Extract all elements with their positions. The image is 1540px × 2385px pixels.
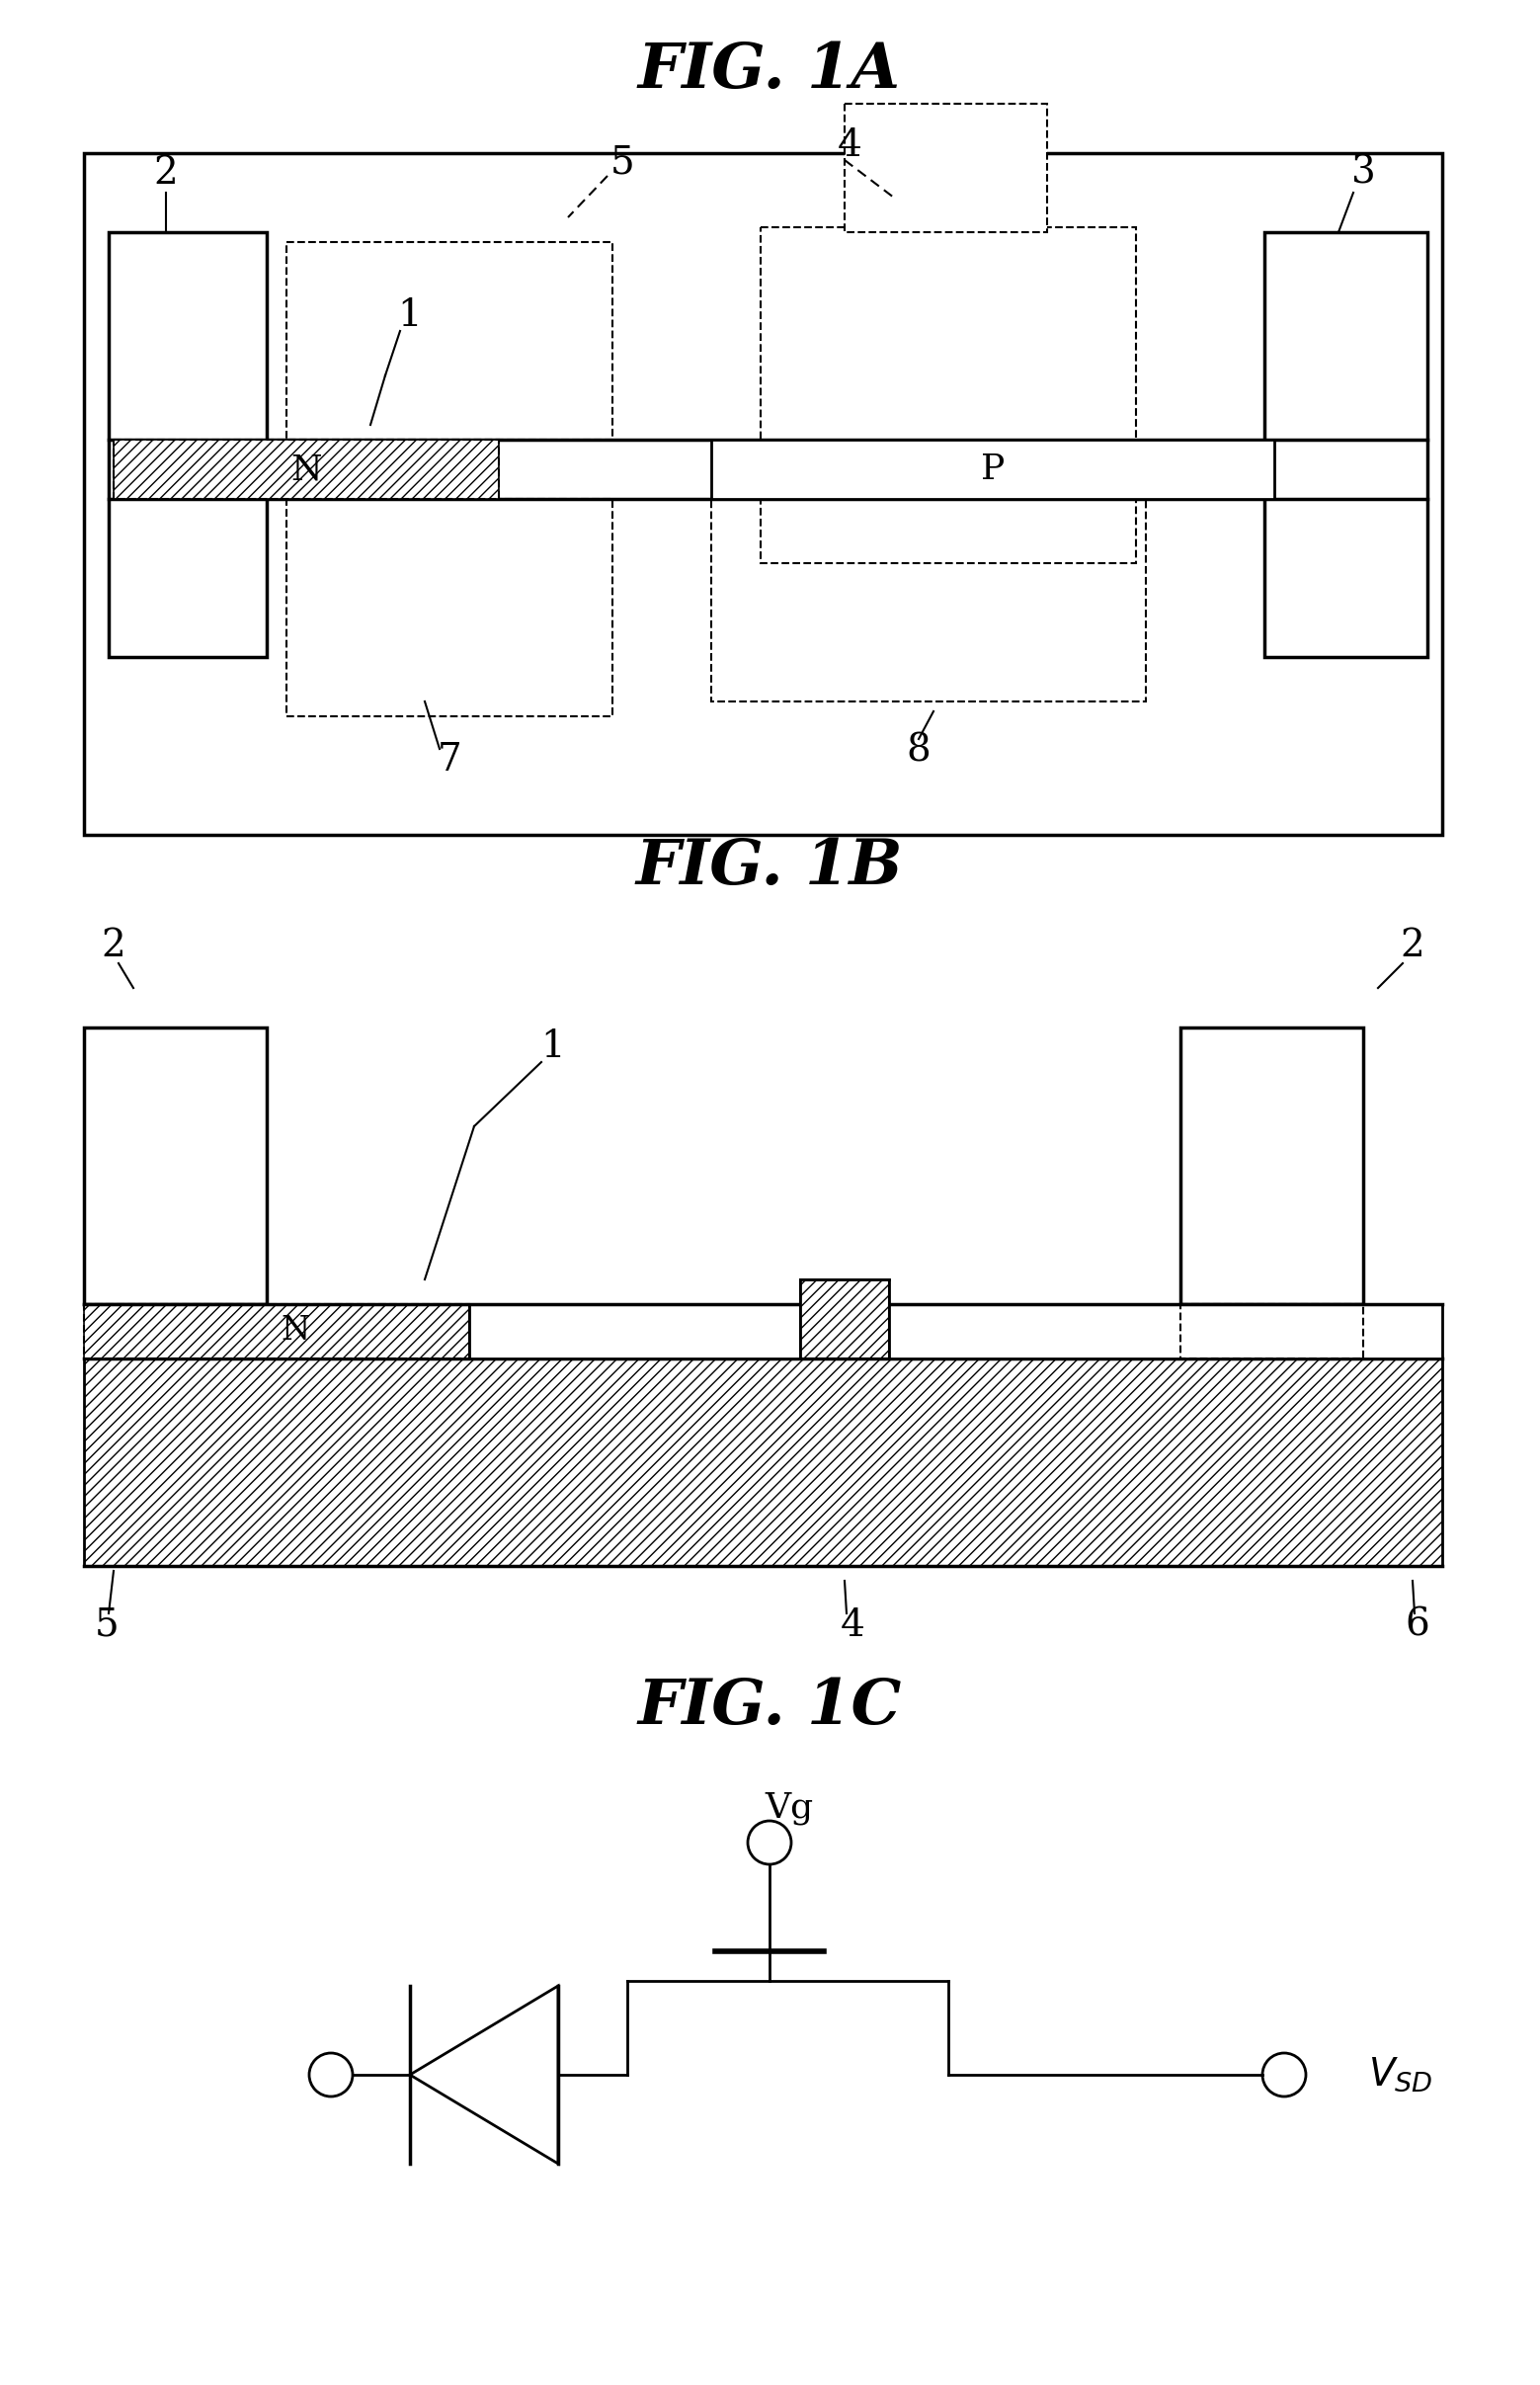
Bar [1264,231,1428,656]
Text: 5: 5 [94,1607,119,1643]
Bar [1181,1028,1363,1305]
Text: 7: 7 [437,742,462,780]
Bar [85,1028,266,1305]
Text: P: P [981,453,1004,487]
Text: Vg: Vg [765,1791,813,1825]
Text: FIG. 1A: FIG. 1A [638,41,901,103]
Bar [114,439,499,498]
Bar [1181,1305,1363,1359]
Text: 1: 1 [541,1028,565,1066]
Text: N: N [282,1317,310,1348]
Bar [286,241,613,439]
Text: 1: 1 [397,298,422,334]
Text: FIG. 1B: FIG. 1B [636,837,902,897]
Bar [711,498,1146,701]
Text: N: N [291,453,322,487]
Text: 2: 2 [1400,928,1424,966]
Bar [85,1305,470,1359]
Bar [470,1305,1441,1359]
Text: 2: 2 [102,928,126,966]
Text: 4: 4 [841,1607,865,1643]
Bar [109,231,266,656]
Bar [801,1278,889,1359]
Bar [844,103,1047,231]
Bar [85,153,1441,835]
Bar [761,227,1137,563]
Bar [711,439,1274,498]
Text: 2: 2 [154,155,179,191]
Bar [85,1359,1441,1567]
Text: $V_{SD}$: $V_{SD}$ [1368,2056,1432,2094]
Polygon shape [410,1987,557,2163]
Text: 4: 4 [838,129,862,165]
Text: 8: 8 [907,732,930,768]
Text: 6: 6 [1406,1607,1429,1643]
Bar [286,498,613,716]
Text: P: P [867,1317,889,1348]
Text: 5: 5 [610,145,634,181]
Bar [114,439,499,498]
Bar [85,1305,470,1359]
Text: FIG. 1C: FIG. 1C [638,1677,901,1739]
Text: 3: 3 [1351,155,1375,191]
